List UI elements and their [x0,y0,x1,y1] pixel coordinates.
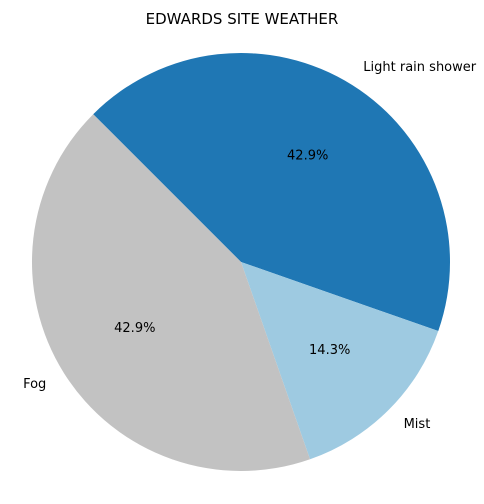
pie-slice-mist [241,262,439,460]
pie-slices [31,52,451,472]
pie-pct-label-mist: 14.3% [309,343,350,358]
pie-labels: 42.9% Light rain shower 14.3% Mist 42.9% Fog [23,60,477,432]
pie-slice-light-rain-shower [93,52,451,332]
pie-pct-label-light-rain-shower: 42.9% [287,148,328,163]
pie-label-light-rain-shower: Light rain shower [363,60,476,75]
pie-label-fog: Fog [23,377,46,392]
pie-label-mist: Mist [404,417,431,432]
chart-title: EDWARDS SITE WEATHER [146,10,339,28]
pie-pct-label-fog: 42.9% [114,321,155,336]
pie-slice-fog [31,114,311,472]
